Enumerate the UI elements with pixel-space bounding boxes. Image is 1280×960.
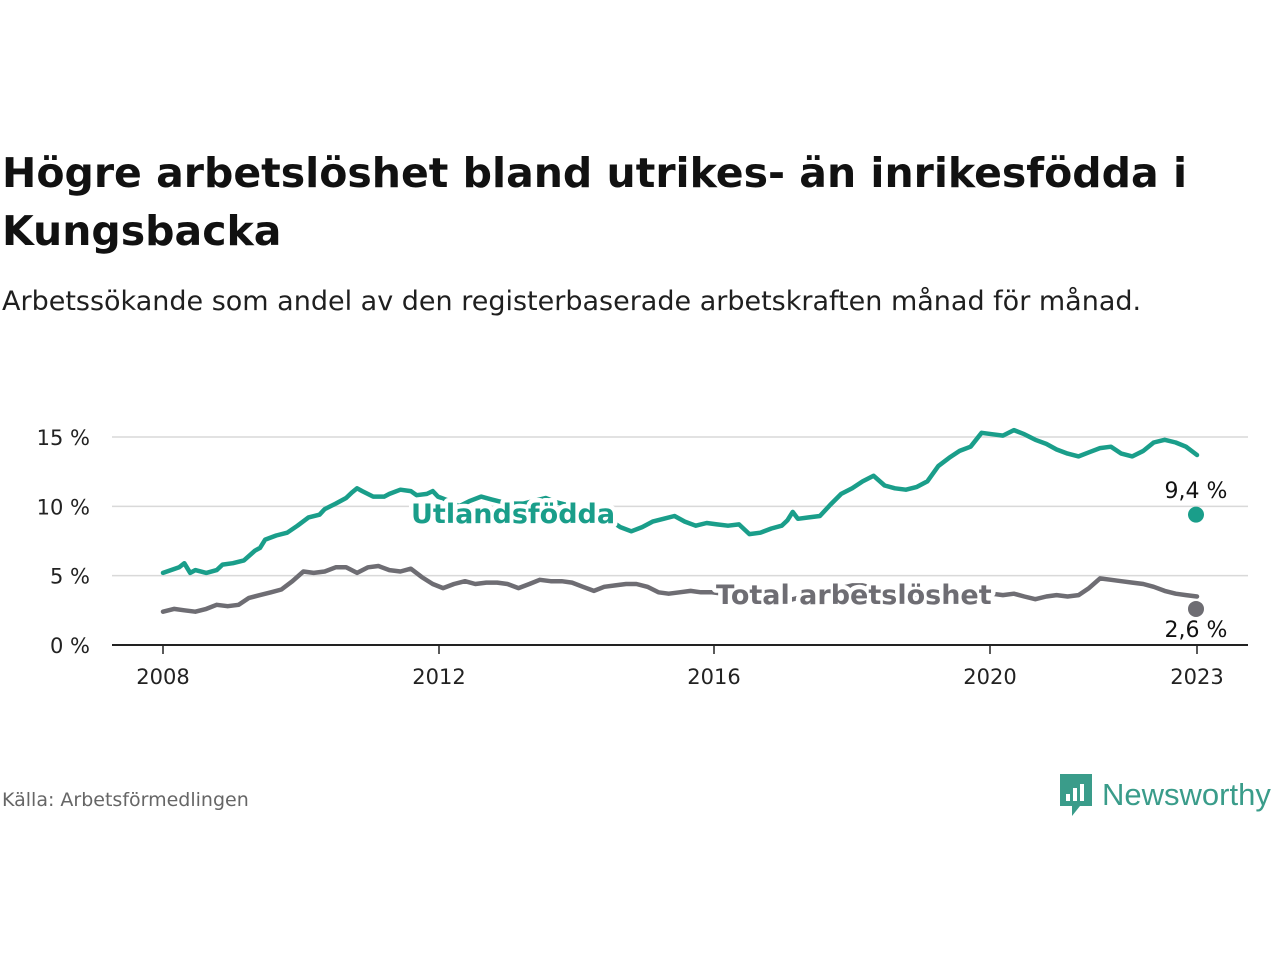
newsworthy-logo: Newsworthy [1058, 772, 1271, 818]
y-tick-label: 5 % [50, 565, 90, 589]
newsworthy-logo-text: Newsworthy [1102, 777, 1271, 812]
source-note: Källa: Arbetsförmedlingen [2, 789, 249, 811]
x-tick-label: 2023 [1170, 665, 1223, 689]
x-tick-label: 2020 [963, 665, 1016, 689]
end-label-utlandsfodda: 9,4 % [1165, 479, 1228, 504]
series-label-total-halo: Total arbetslöshet [716, 580, 992, 611]
end-point-utlandsfodda [1188, 506, 1204, 523]
x-tick-label: 2008 [136, 665, 189, 689]
series-line-total [160, 563, 1200, 614]
series-label-utlandsfodda-halo: Utlandsfödda [411, 499, 615, 530]
end-label-total: 2,6 % [1165, 618, 1228, 643]
x-tick-label: 2012 [412, 665, 465, 689]
series-label-total: Total arbetslöshet [716, 580, 992, 611]
newsworthy-logo-icon [1060, 774, 1092, 816]
chart-subtitle: Arbetssökande som andel av den registerb… [2, 286, 1142, 317]
series-line-utlandsfodda [160, 427, 1200, 576]
x-tick-label: 2016 [687, 665, 740, 689]
series-label-utlandsfodda: Utlandsfödda [411, 499, 615, 530]
end-point-total [1188, 600, 1204, 617]
y-tick-label: 10 % [37, 495, 90, 519]
y-tick-label: 15 % [37, 426, 90, 450]
chart-title: Högre arbetslöshet bland utrikes- än inr… [2, 149, 1187, 255]
y-tick-label: 0 % [50, 634, 90, 658]
